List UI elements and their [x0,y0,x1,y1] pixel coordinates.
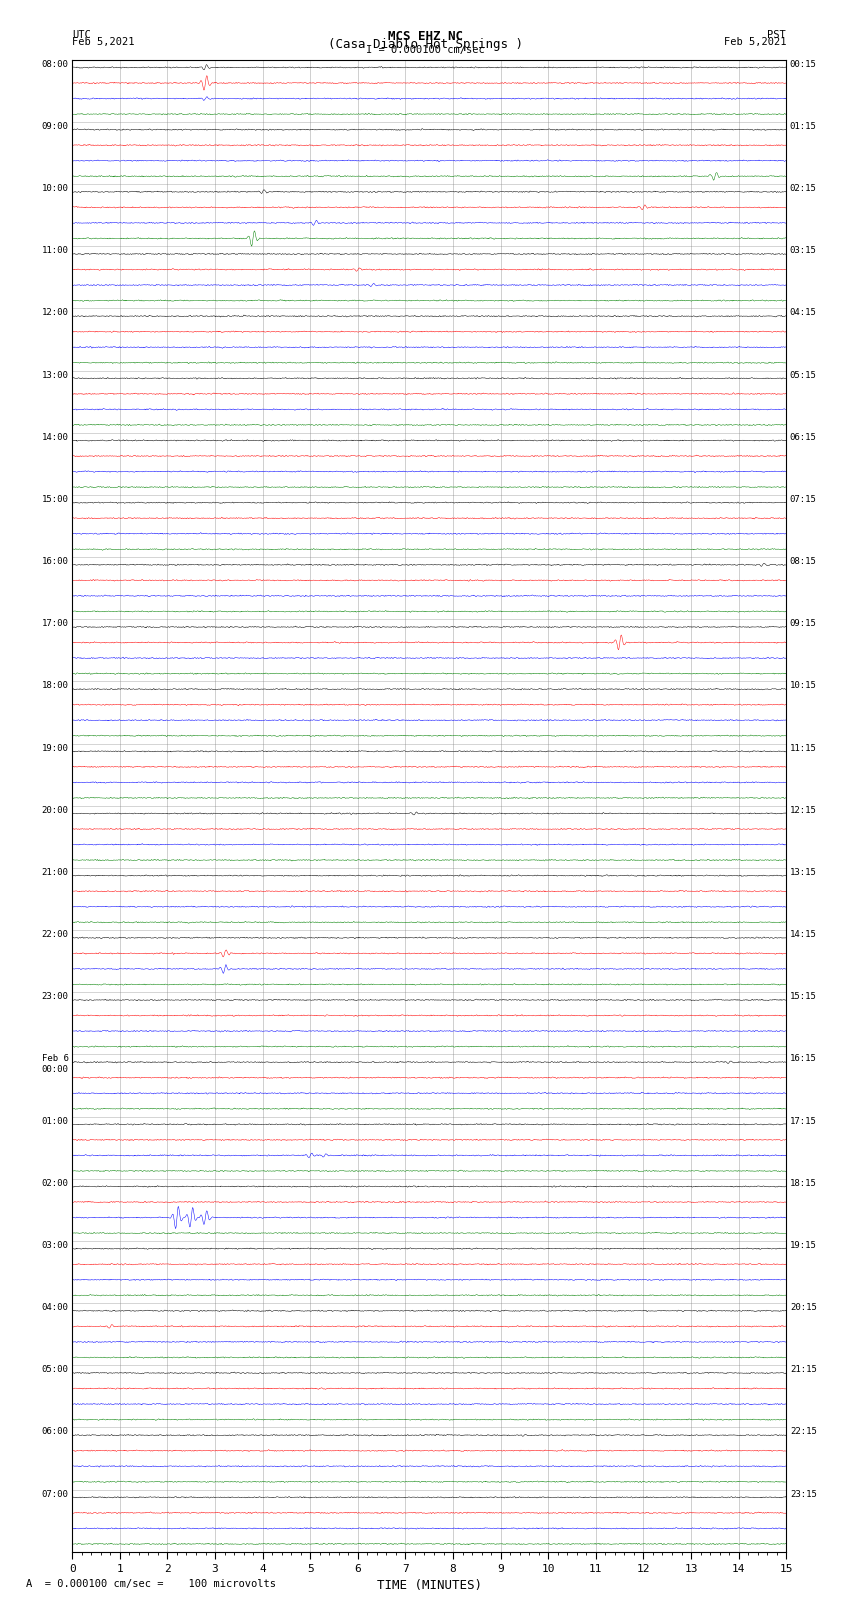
Text: 03:15: 03:15 [790,247,817,255]
Text: UTC: UTC [72,31,91,40]
Text: 18:00: 18:00 [42,681,69,690]
Text: 22:15: 22:15 [790,1428,817,1436]
Text: 06:00: 06:00 [42,1428,69,1436]
Text: A  = 0.000100 cm/sec =    100 microvolts: A = 0.000100 cm/sec = 100 microvolts [26,1579,275,1589]
Text: PST: PST [768,31,786,40]
Text: 09:15: 09:15 [790,619,817,627]
Text: 14:15: 14:15 [790,931,817,939]
Text: 11:00: 11:00 [42,247,69,255]
Text: 13:00: 13:00 [42,371,69,379]
Text: 22:00: 22:00 [42,931,69,939]
Text: Feb 5,2021: Feb 5,2021 [72,37,135,47]
Text: 06:15: 06:15 [790,432,817,442]
Text: 11:15: 11:15 [790,744,817,753]
Text: 02:00: 02:00 [42,1179,69,1187]
Text: 05:00: 05:00 [42,1365,69,1374]
Text: 08:15: 08:15 [790,556,817,566]
Text: 09:00: 09:00 [42,123,69,131]
Text: 08:00: 08:00 [42,60,69,69]
Text: 23:00: 23:00 [42,992,69,1002]
Text: I = 0.000100 cm/sec: I = 0.000100 cm/sec [366,45,484,55]
Text: 20:00: 20:00 [42,806,69,815]
Text: 17:00: 17:00 [42,619,69,627]
Text: 14:00: 14:00 [42,432,69,442]
Text: Feb 6
00:00: Feb 6 00:00 [42,1055,69,1074]
Text: 07:15: 07:15 [790,495,817,503]
Text: MCS EHZ NC: MCS EHZ NC [388,31,462,44]
Text: 21:00: 21:00 [42,868,69,877]
Text: 19:15: 19:15 [790,1240,817,1250]
X-axis label: TIME (MINUTES): TIME (MINUTES) [377,1579,482,1592]
Text: 02:15: 02:15 [790,184,817,194]
Text: 16:00: 16:00 [42,556,69,566]
Text: 01:15: 01:15 [790,123,817,131]
Text: 07:00: 07:00 [42,1489,69,1498]
Text: 00:15: 00:15 [790,60,817,69]
Text: 19:00: 19:00 [42,744,69,753]
Text: 15:00: 15:00 [42,495,69,503]
Text: 23:15: 23:15 [790,1489,817,1498]
Text: 13:15: 13:15 [790,868,817,877]
Text: 18:15: 18:15 [790,1179,817,1187]
Text: 12:15: 12:15 [790,806,817,815]
Text: (Casa Diablo Hot Springs ): (Casa Diablo Hot Springs ) [327,37,523,52]
Text: 10:15: 10:15 [790,681,817,690]
Text: 10:00: 10:00 [42,184,69,194]
Text: 21:15: 21:15 [790,1365,817,1374]
Text: 04:00: 04:00 [42,1303,69,1311]
Text: 15:15: 15:15 [790,992,817,1002]
Text: 17:15: 17:15 [790,1116,817,1126]
Text: 16:15: 16:15 [790,1055,817,1063]
Text: 05:15: 05:15 [790,371,817,379]
Text: Feb 5,2021: Feb 5,2021 [723,37,786,47]
Text: 12:00: 12:00 [42,308,69,318]
Text: 03:00: 03:00 [42,1240,69,1250]
Text: 20:15: 20:15 [790,1303,817,1311]
Text: 04:15: 04:15 [790,308,817,318]
Text: 01:00: 01:00 [42,1116,69,1126]
